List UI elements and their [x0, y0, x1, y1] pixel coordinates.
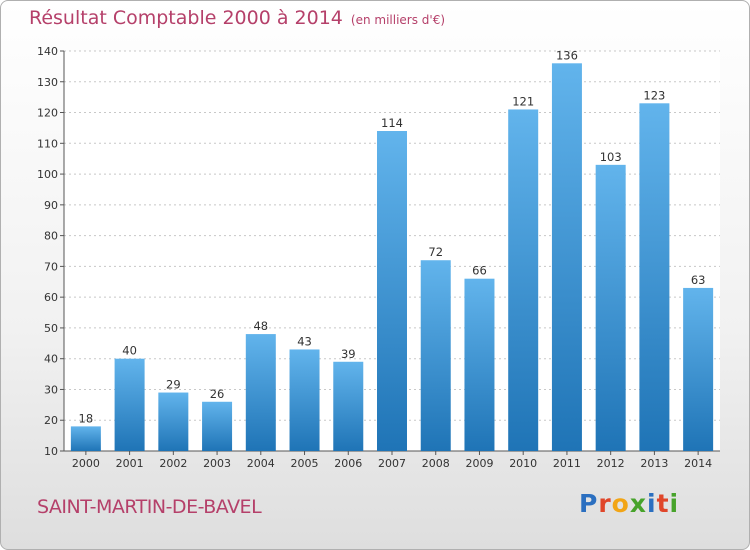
logo-letter: t [656, 489, 670, 518]
chart-unit: (en milliers d'€) [350, 13, 446, 27]
data-label: 29 [166, 378, 181, 392]
logo-letter: x [629, 489, 647, 518]
y-tick-label: 30 [44, 383, 58, 396]
bar [158, 392, 189, 451]
x-tick-label: 2002 [159, 457, 187, 470]
bar [464, 278, 495, 451]
bar [70, 426, 101, 451]
x-tick-label: 2009 [465, 457, 493, 470]
y-tick-label: 80 [44, 230, 58, 243]
x-tick-label: 2005 [291, 457, 319, 470]
logo-letter: i [669, 489, 680, 518]
data-label: 136 [556, 48, 578, 62]
x-tick-label: 2012 [597, 457, 625, 470]
data-label: 40 [122, 344, 137, 358]
y-tick-label: 90 [44, 199, 58, 212]
bar [595, 164, 626, 451]
data-label: 43 [297, 334, 312, 348]
commune-name: SAINT-MARTIN-DE-BAVEL [37, 496, 262, 518]
x-tick-label: 2001 [116, 457, 144, 470]
data-label: 103 [600, 150, 622, 164]
x-tick-label: 2003 [203, 457, 231, 470]
logo-letter: P [579, 489, 599, 518]
data-label: 66 [472, 264, 487, 278]
x-tick-label: 2004 [247, 457, 275, 470]
y-tick-label: 10 [44, 445, 58, 458]
data-label: 18 [79, 411, 94, 425]
y-tick-label: 100 [37, 168, 58, 181]
bar [333, 361, 364, 451]
data-label: 26 [210, 387, 225, 401]
y-tick-label: 40 [44, 353, 58, 366]
data-label: 39 [341, 347, 356, 361]
bar [639, 103, 670, 452]
bar [289, 349, 320, 451]
data-label: 114 [381, 116, 403, 130]
chart-title: Résultat Comptable 2000 à 2014 (en millie… [29, 7, 445, 29]
y-tick-label: 120 [37, 107, 58, 120]
logo-letter: i [647, 489, 657, 518]
chart-title-text: Résultat Comptable 2000 à 2014 [29, 7, 343, 29]
y-tick-label: 70 [44, 260, 58, 273]
proxiti-logo: Proxiti [579, 489, 679, 518]
y-tick-label: 20 [44, 414, 58, 427]
logo-letter: r [598, 489, 612, 518]
bar [245, 334, 276, 451]
x-tick-label: 2011 [553, 457, 581, 470]
x-tick-label: 2007 [378, 457, 406, 470]
data-label: 123 [643, 88, 665, 102]
bar [551, 63, 582, 452]
x-tick-label: 2013 [640, 457, 668, 470]
x-tick-label: 2014 [684, 457, 712, 470]
data-label: 121 [512, 94, 534, 108]
data-label: 72 [428, 245, 443, 259]
y-tick-label: 50 [44, 322, 58, 335]
x-tick-label: 2010 [509, 457, 537, 470]
bar [508, 109, 539, 451]
x-tick-label: 2008 [422, 457, 450, 470]
y-tick-label: 60 [44, 291, 58, 304]
x-tick-label: 2000 [72, 457, 100, 470]
bar [683, 287, 714, 451]
y-tick-label: 140 [37, 45, 58, 58]
x-tick-label: 2006 [334, 457, 362, 470]
bar [420, 260, 451, 451]
logo-letter: o [611, 489, 630, 518]
bar [114, 358, 145, 451]
y-tick-label: 130 [37, 76, 58, 89]
bar [202, 401, 233, 451]
data-label: 48 [253, 319, 268, 333]
bar [377, 131, 407, 451]
data-label: 63 [691, 273, 706, 287]
y-tick-label: 110 [37, 137, 58, 150]
